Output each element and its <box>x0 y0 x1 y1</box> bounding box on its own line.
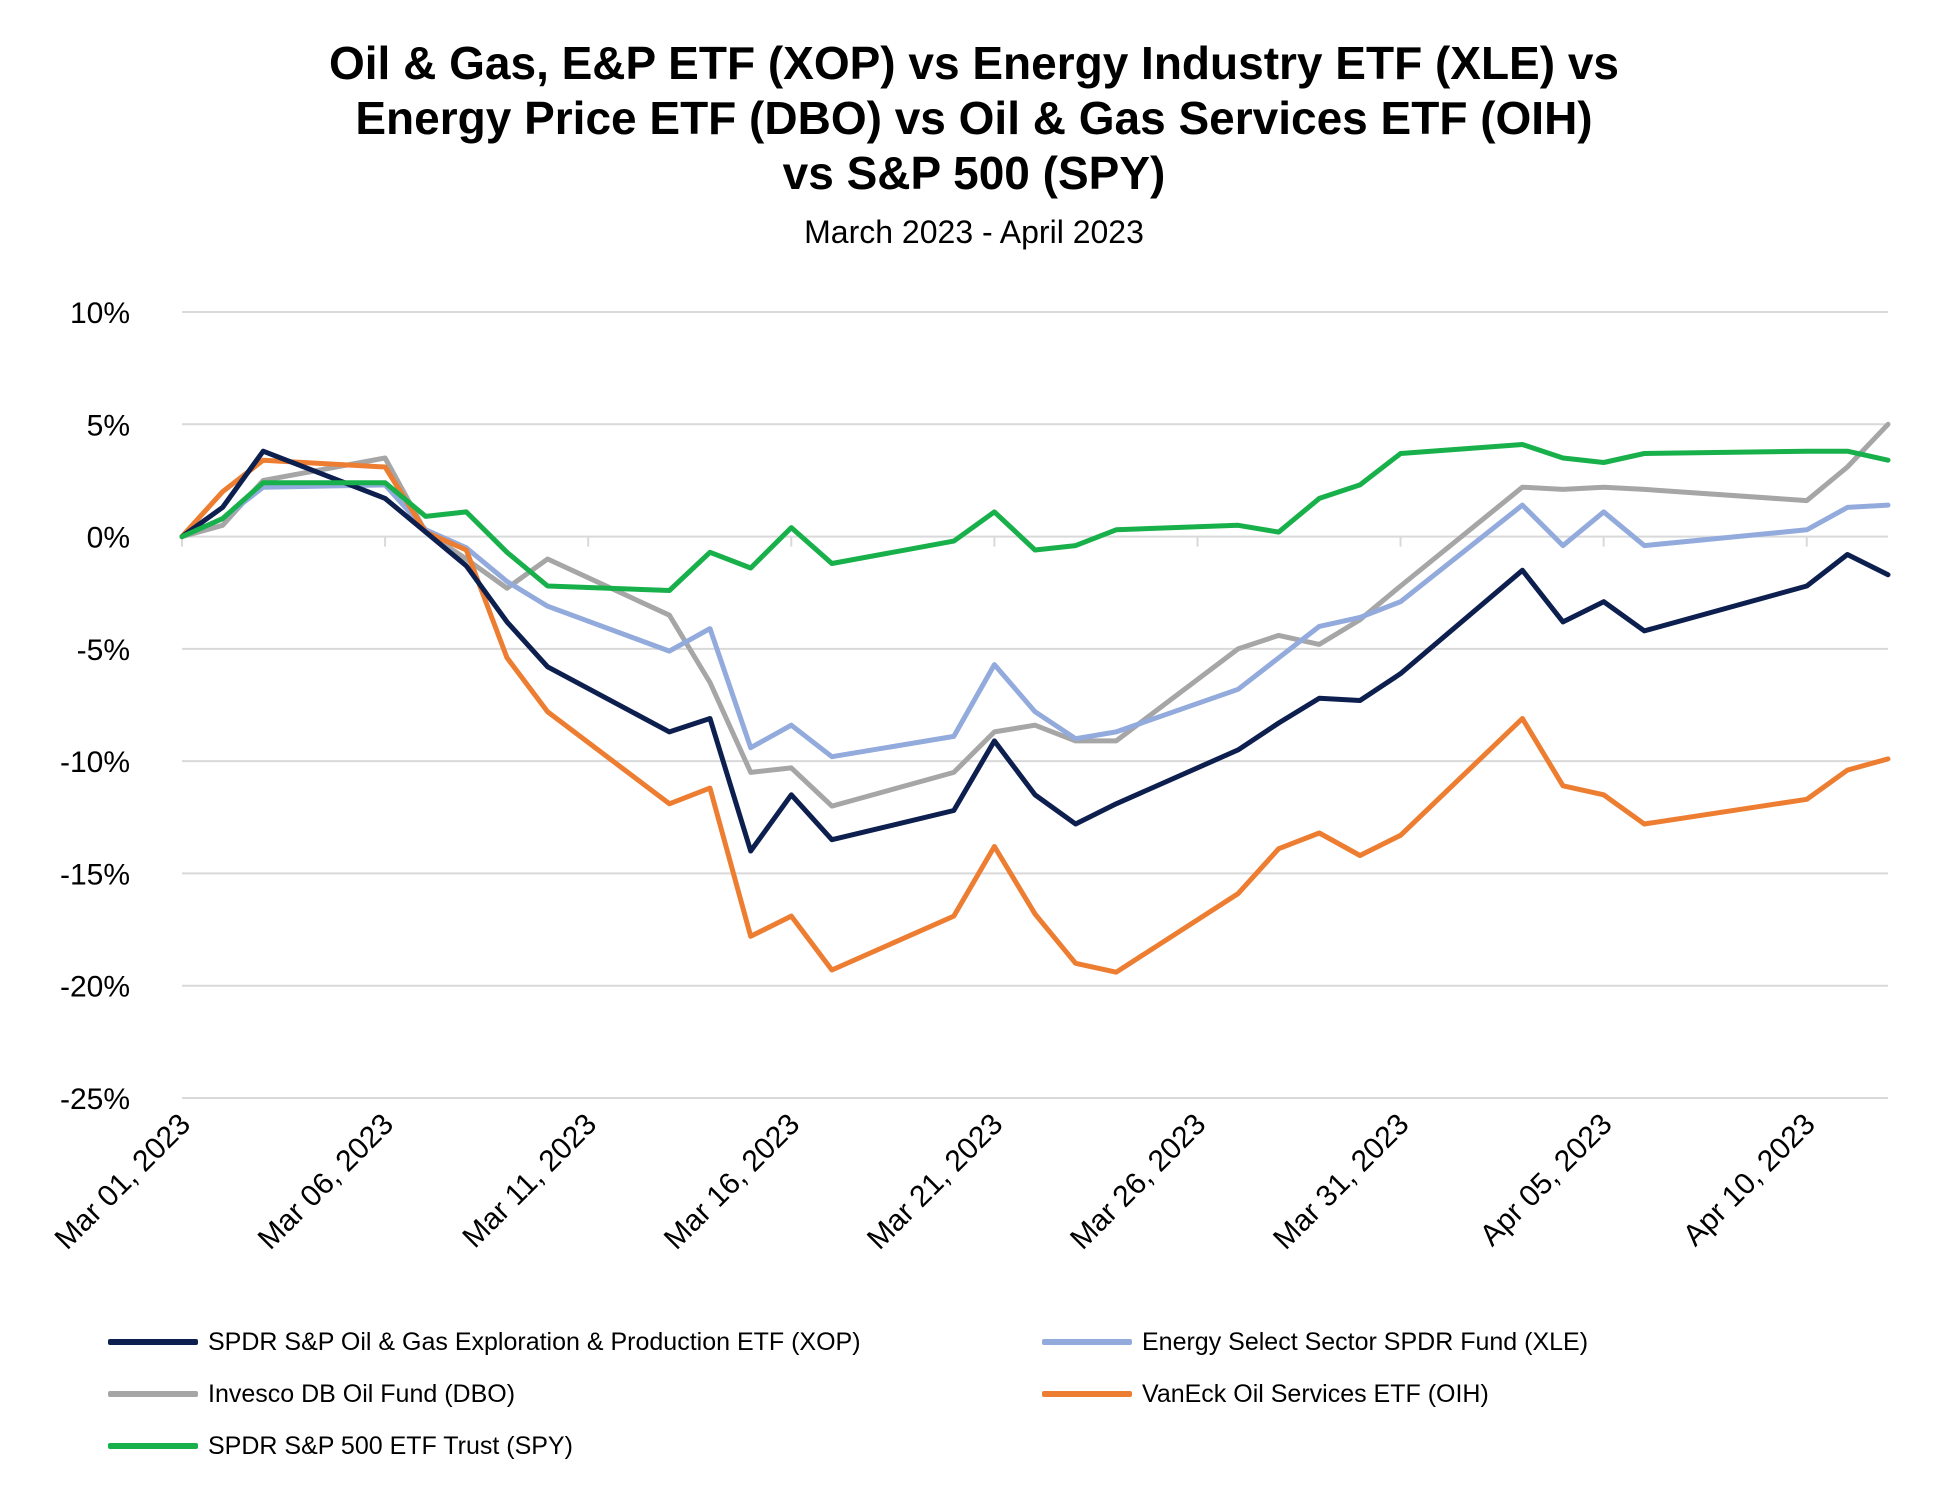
x-tick-label: Mar 01, 2023 <box>49 1108 197 1256</box>
y-tick-label: 5% <box>87 409 130 442</box>
y-tick-label: -20% <box>60 971 130 1004</box>
legend-swatch <box>108 1339 198 1345</box>
legend-label: SPDR S&P Oil & Gas Exploration & Product… <box>208 1327 861 1356</box>
legend-label: Invesco DB Oil Fund (DBO) <box>208 1379 516 1408</box>
x-tick-label: Apr 05, 2023 <box>1474 1108 1619 1253</box>
chart-subtitle: March 2023 - April 2023 <box>804 214 1144 250</box>
legend-item: Invesco DB Oil Fund (DBO) <box>108 1376 515 1412</box>
legend-swatch <box>108 1391 198 1397</box>
legend-label: SPDR S&P 500 ETF Trust (SPY) <box>208 1431 573 1460</box>
y-tick-label: 10% <box>70 297 130 330</box>
legend-swatch <box>1042 1391 1132 1397</box>
series-line-2 <box>179 421 1891 809</box>
chart-title-line-1: Oil & Gas, E&P ETF (XOP) vs Energy Indus… <box>329 37 1619 89</box>
legend-item: VanEck Oil Services ETF (OIH) <box>1042 1376 1489 1412</box>
series-line-3 <box>179 457 1891 975</box>
legend-swatch <box>108 1443 198 1449</box>
legend-label: VanEck Oil Services ETF (OIH) <box>1142 1379 1489 1408</box>
legend-item: Energy Select Sector SPDR Fund (XLE) <box>1042 1324 1588 1360</box>
gridlines <box>182 311 1888 1099</box>
x-axis: Mar 01, 2023 Mar 06, 2023 Mar 11, 2023 Mar … <box>49 536 1822 1256</box>
plot-area: 10%5%0%-5%-10%-15%-20%-25% Mar 01, 2023 M… <box>49 297 1891 1256</box>
y-tick-label: -25% <box>60 1083 130 1116</box>
legend-item: SPDR S&P Oil & Gas Exploration & Product… <box>108 1324 861 1360</box>
legend-item: SPDR S&P 500 ETF Trust (SPY) <box>108 1428 573 1464</box>
legend-swatch <box>1042 1339 1132 1345</box>
series-line-0 <box>179 448 1891 854</box>
chart-title-line-3: vs S&P 500 (SPY) <box>782 147 1166 199</box>
y-tick-label: -10% <box>60 746 130 779</box>
x-tick-label: Mar 21, 2023 <box>861 1108 1009 1256</box>
y-tick-label: 0% <box>87 522 130 555</box>
series-lines <box>179 421 1891 975</box>
x-tick-label: Mar 16, 2023 <box>658 1108 806 1256</box>
legend-label: Energy Select Sector SPDR Fund (XLE) <box>1142 1327 1589 1356</box>
chart-title-line-2: Energy Price ETF (DBO) vs Oil & Gas Serv… <box>355 92 1593 144</box>
x-tick-label: Mar 11, 2023 <box>456 1108 603 1255</box>
x-tick-label: Mar 31, 2023 <box>1267 1108 1415 1256</box>
y-tick-label: -15% <box>60 858 130 891</box>
y-axis: 10% 5% 0% -5% -10% -15% -20% -25% <box>60 297 130 1116</box>
x-tick-label: Apr 10, 2023 <box>1677 1108 1822 1253</box>
y-tick-label: -5% <box>77 634 130 667</box>
series-line-4 <box>179 442 1891 593</box>
x-tick-label: Mar 06, 2023 <box>252 1108 400 1256</box>
x-tick-label: Mar 26, 2023 <box>1064 1108 1212 1256</box>
